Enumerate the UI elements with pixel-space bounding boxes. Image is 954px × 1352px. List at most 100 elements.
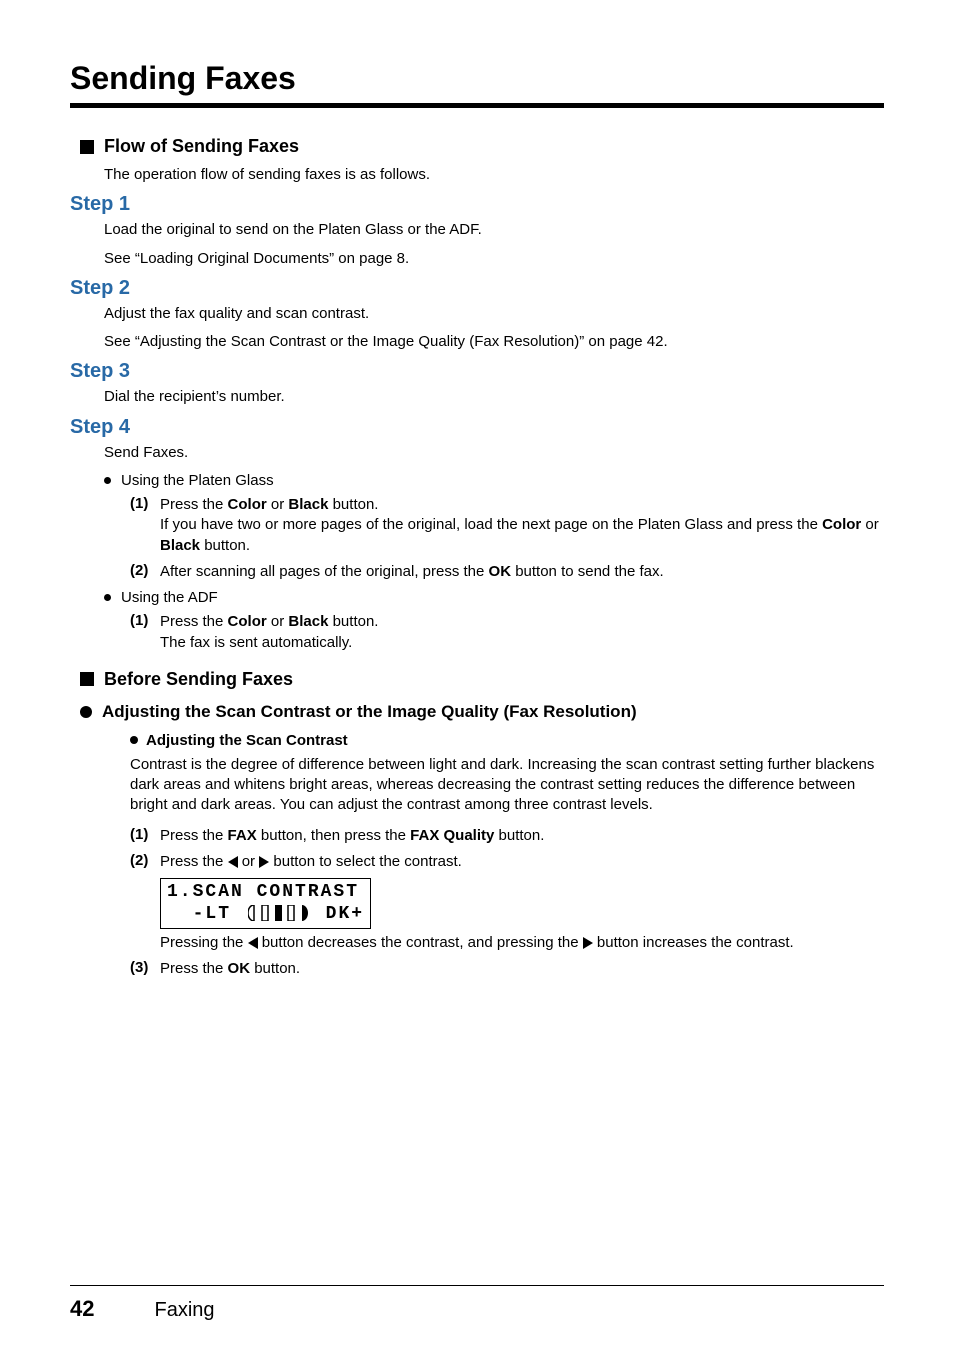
- t: button decreases the contrast, and press…: [258, 934, 583, 951]
- b: FAX: [228, 827, 257, 844]
- adf-label: Using the ADF: [121, 588, 218, 608]
- adjust-sub-heading: Adjusting the Scan Contrast: [130, 732, 884, 749]
- step3-line1: Dial the recipient’s number.: [104, 387, 884, 407]
- adjust-sub-heading-text: Adjusting the Scan Contrast: [146, 732, 348, 749]
- flow-intro: The operation flow of sending faxes is a…: [104, 165, 884, 185]
- t: Press the: [160, 853, 228, 870]
- t: Press the: [160, 827, 228, 844]
- b: Color: [228, 496, 267, 513]
- left-arrow-icon: [248, 937, 258, 949]
- adjust-item-1: (1) Press the FAX button, then press the…: [130, 826, 884, 846]
- t: or: [267, 496, 289, 513]
- adjust-heading: Adjusting the Scan Contrast or the Image…: [80, 702, 884, 722]
- platen-n2-label: (2): [130, 562, 160, 579]
- step2-line2: See “Adjusting the Scan Contrast or the …: [104, 332, 884, 352]
- b: FAX Quality: [410, 827, 494, 844]
- disc-icon: [80, 706, 92, 718]
- platen-n1-label: (1): [130, 495, 160, 512]
- adf-item-1: (1) Press the Color or Black button. The…: [130, 612, 884, 653]
- step4-heading: Step 4: [70, 416, 884, 439]
- before-heading-text: Before Sending Faxes: [104, 669, 293, 690]
- right-arrow-icon: [259, 856, 269, 868]
- lcd-dk: DK+: [326, 904, 364, 924]
- page-section: Faxing: [154, 1299, 214, 1322]
- slider-segment-icon: [300, 905, 309, 921]
- t: button increases the contrast.: [593, 934, 794, 951]
- before-heading: Before Sending Faxes: [80, 669, 884, 690]
- t: or: [267, 613, 289, 630]
- b: Black: [288, 613, 328, 630]
- contrast-slider-icon: [246, 905, 311, 921]
- platen-label: Using the Platen Glass: [121, 471, 274, 491]
- adjust-n1-label: (1): [130, 826, 160, 843]
- bullet-icon: [104, 477, 111, 484]
- adjust-item-3: (3) Press the OK button.: [130, 959, 884, 979]
- step4-line1: Send Faxes.: [104, 443, 884, 463]
- lcd-line1: 1.SCAN CONTRAST: [167, 882, 364, 904]
- t: button to send the fax.: [511, 563, 664, 580]
- slider-segment-selected-icon: [274, 905, 283, 921]
- adjust-item-2: (2) Press the or button to select the co…: [130, 852, 884, 872]
- b: OK: [489, 563, 512, 580]
- t: or: [238, 853, 260, 870]
- adjust-n2-label: (2): [130, 852, 160, 869]
- platen-n1-text: Press the Color or Black button. If you …: [160, 495, 884, 556]
- flow-heading: Flow of Sending Faxes: [80, 136, 884, 157]
- platen-n2-text: After scanning all pages of the original…: [160, 562, 664, 582]
- t: The fax is sent automatically.: [160, 634, 352, 651]
- step2-heading: Step 2: [70, 277, 884, 300]
- t: Press the: [160, 960, 228, 977]
- t: button.: [200, 537, 250, 554]
- disc-icon: [130, 736, 138, 744]
- t: Press the: [160, 496, 228, 513]
- step1-heading: Step 1: [70, 193, 884, 216]
- slider-segment-icon: [261, 905, 270, 921]
- adjust-para: Contrast is the degree of difference bet…: [130, 755, 884, 816]
- b: Color: [228, 613, 267, 630]
- b: Color: [822, 516, 861, 533]
- t: Press the: [160, 613, 228, 630]
- step1-line1: Load the original to send on the Platen …: [104, 220, 884, 240]
- adjust-n3-text: Press the OK button.: [160, 959, 300, 979]
- platen-bullet: Using the Platen Glass: [104, 471, 884, 491]
- adf-n1-label: (1): [130, 612, 160, 629]
- square-bullet-icon: [80, 140, 94, 154]
- page-title: Sending Faxes: [70, 60, 884, 97]
- page-number: 42: [70, 1296, 94, 1322]
- platen-item-2: (2) After scanning all pages of the orig…: [130, 562, 884, 582]
- page-footer: 42 Faxing: [70, 1285, 884, 1322]
- flow-heading-text: Flow of Sending Faxes: [104, 136, 299, 157]
- step1-line2: See “Loading Original Documents” on page…: [104, 249, 884, 269]
- t: button.: [328, 496, 378, 513]
- lcd-line2: -LT DK+: [167, 904, 364, 926]
- t: or: [861, 516, 879, 533]
- adjust-heading-text: Adjusting the Scan Contrast or the Image…: [102, 702, 637, 722]
- platen-item-1: (1) Press the Color or Black button. If …: [130, 495, 884, 556]
- square-bullet-icon: [80, 672, 94, 686]
- step3-heading: Step 3: [70, 360, 884, 383]
- title-rule: [70, 103, 884, 108]
- adf-n1-text: Press the Color or Black button. The fax…: [160, 612, 378, 653]
- b: Black: [160, 537, 200, 554]
- slider-segment-icon: [248, 905, 257, 921]
- adjust-n3-label: (3): [130, 959, 160, 976]
- adjust-n2-text: Press the or button to select the contra…: [160, 852, 462, 872]
- adjust-n1-text: Press the FAX button, then press the FAX…: [160, 826, 544, 846]
- slider-segment-icon: [287, 905, 296, 921]
- t: After scanning all pages of the original…: [160, 563, 489, 580]
- t: button.: [494, 827, 544, 844]
- left-arrow-icon: [228, 856, 238, 868]
- bullet-icon: [104, 594, 111, 601]
- lcd-display: 1.SCAN CONTRAST -LT DK+: [160, 878, 371, 929]
- step2-line1: Adjust the fax quality and scan contrast…: [104, 304, 884, 324]
- t: button.: [328, 613, 378, 630]
- t: button to select the contrast.: [269, 853, 462, 870]
- t: button.: [250, 960, 300, 977]
- t: Pressing the: [160, 934, 248, 951]
- adf-bullet: Using the ADF: [104, 588, 884, 608]
- t: button, then press the: [257, 827, 410, 844]
- t: If you have two or more pages of the ori…: [160, 516, 822, 533]
- lcd-lt: -LT: [193, 904, 231, 924]
- footer-rule: [70, 1285, 884, 1286]
- b: Black: [288, 496, 328, 513]
